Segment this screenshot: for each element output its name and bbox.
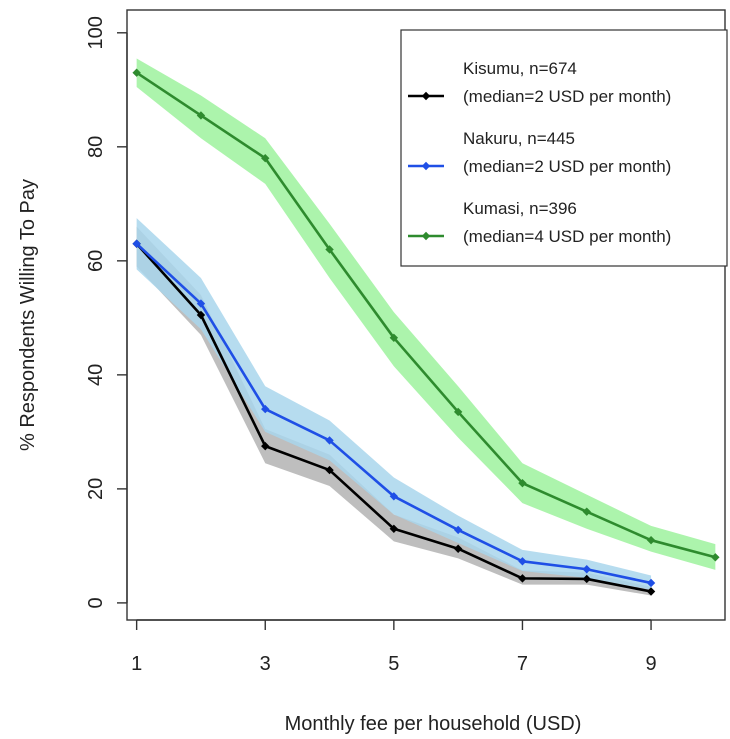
legend-item: Kumasi, n=396 (median=4 USD per month) bbox=[408, 199, 671, 246]
series-2-point bbox=[582, 507, 591, 516]
series-0-point bbox=[453, 544, 463, 553]
legend: Kisumu, n=674(median=2 USD per month)Nak… bbox=[400, 29, 728, 267]
legend-label: Nakuru, n=445 bbox=[463, 129, 575, 148]
y-tick-label: 60 bbox=[85, 250, 107, 272]
legend-label: Kisumu, n=674 bbox=[463, 59, 577, 78]
x-tick-label: 3 bbox=[260, 653, 271, 675]
series-points bbox=[132, 68, 720, 596]
series-0-point bbox=[646, 587, 656, 596]
series-1-point bbox=[325, 436, 334, 445]
y-tick-label: 0 bbox=[85, 597, 107, 608]
x-tick-label: 1 bbox=[131, 653, 142, 675]
legend-box bbox=[400, 29, 728, 267]
series-1-point bbox=[389, 492, 399, 501]
x-axis: 1 3 5 7 9 bbox=[131, 619, 657, 675]
series-1-point bbox=[261, 404, 270, 414]
series-1-point bbox=[582, 565, 591, 574]
series-1-point bbox=[196, 299, 206, 308]
series-2-band bbox=[136, 58, 716, 570]
y-tick-label: 40 bbox=[85, 364, 107, 386]
y-axis-title: % Respondents Willing To Pay bbox=[17, 179, 39, 451]
series-2-point bbox=[646, 535, 656, 545]
y-tick-label: 80 bbox=[85, 136, 107, 158]
series-2-point bbox=[325, 245, 334, 254]
series-2-point bbox=[453, 407, 463, 417]
series-1-point bbox=[453, 525, 463, 535]
y-tick-label: 100 bbox=[85, 16, 107, 49]
legend-item: Kisumu, n=674 (median=2 USD per month) bbox=[408, 59, 671, 106]
legend-swatch-marker bbox=[421, 231, 431, 241]
series-0-band bbox=[136, 226, 652, 596]
x-tick-label: 9 bbox=[645, 653, 656, 675]
series-2-point bbox=[196, 111, 206, 120]
series-2-line bbox=[135, 71, 716, 559]
x-tick-label: 5 bbox=[388, 653, 399, 675]
series-0-point bbox=[518, 574, 527, 583]
legend-label: Kumasi, n=396 bbox=[463, 199, 577, 218]
y-tick-label: 20 bbox=[85, 478, 107, 500]
x-axis-title: Monthly fee per household (USD) bbox=[285, 713, 582, 735]
series-1-point bbox=[646, 578, 656, 588]
series-2-point bbox=[389, 333, 399, 343]
series-0-point bbox=[196, 310, 206, 320]
series-0-point bbox=[582, 574, 591, 584]
series-0-point bbox=[261, 441, 270, 451]
legend-note: (median=4 USD per month) bbox=[463, 227, 671, 246]
series-2-point bbox=[132, 68, 141, 77]
series-2-point bbox=[261, 154, 270, 163]
series-1-point bbox=[132, 239, 141, 248]
series-0-point bbox=[389, 524, 399, 533]
x-tick-label: 7 bbox=[517, 653, 528, 675]
confidence-bands bbox=[136, 58, 716, 596]
legend-swatch-marker bbox=[421, 161, 431, 171]
legend-swatch-marker bbox=[421, 91, 431, 101]
y-axis: 0 20 40 60 80 100 bbox=[85, 16, 128, 608]
legend-item: Nakuru, n=445 (median=2 USD per month) bbox=[408, 129, 671, 176]
legend-note: (median=2 USD per month) bbox=[463, 87, 671, 106]
series-2-point bbox=[711, 553, 720, 562]
legend-note: (median=2 USD per month) bbox=[463, 157, 671, 176]
legend-items: Kisumu, n=674(median=2 USD per month)Nak… bbox=[408, 59, 671, 246]
series-0-point bbox=[325, 465, 334, 475]
series-1-point bbox=[518, 557, 527, 566]
series-2-point bbox=[518, 478, 527, 488]
